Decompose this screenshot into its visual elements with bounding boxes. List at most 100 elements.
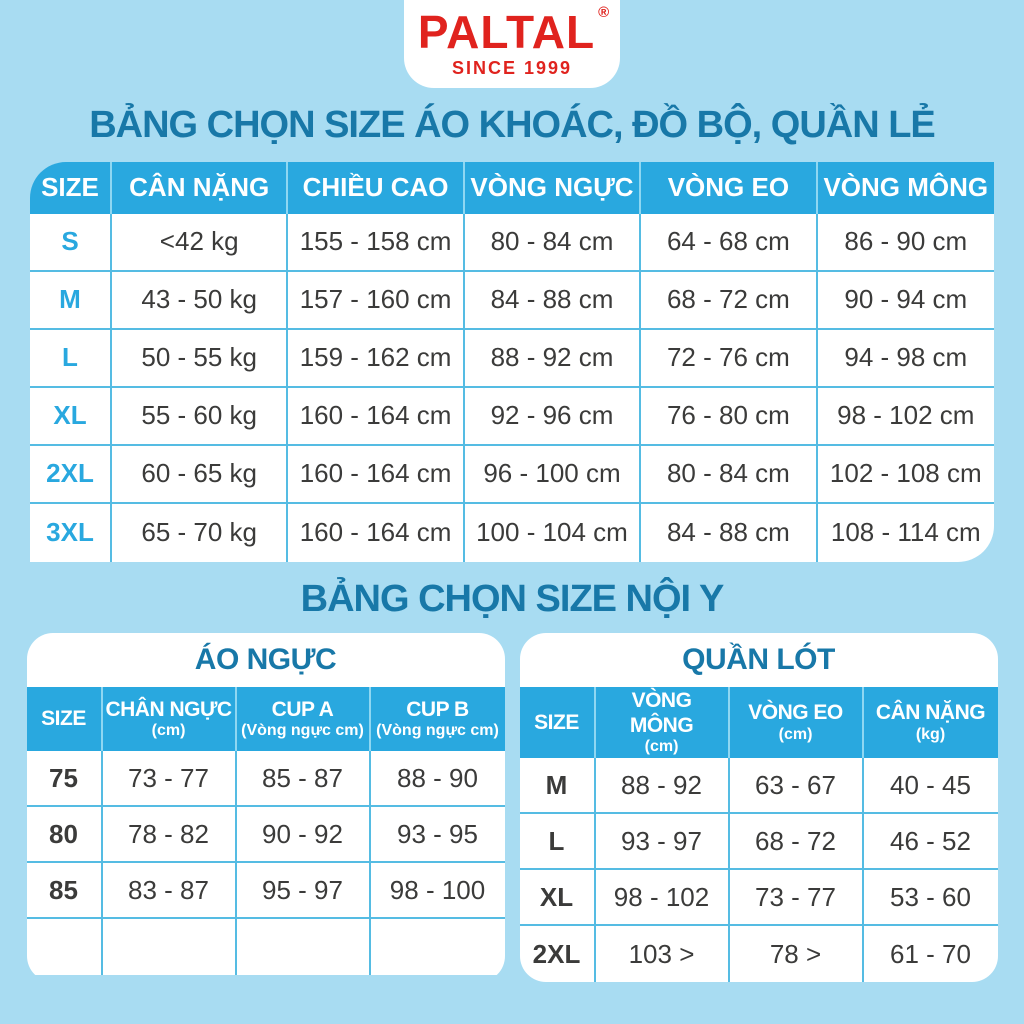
band-cell: 83 - 87	[102, 863, 237, 920]
col-header-weight: CÂN NẶNG (kg)	[863, 687, 998, 759]
band-cell: 73 - 77	[102, 751, 237, 808]
col-header-height: CHIỀU CAO	[288, 161, 465, 214]
weight-cell: 50 - 55 kg	[112, 329, 289, 388]
waist-cell: 63 - 67	[729, 758, 864, 815]
table-row: 2XL 60 - 65 kg 160 - 164 cm 96 - 100 cm …	[30, 445, 994, 504]
hip-cell: 88 - 92	[595, 758, 730, 815]
panty-size-table: QUẦN LÓT SIZE VÒNG MÔNG (cm)	[519, 633, 998, 983]
size-cell: S	[30, 213, 112, 272]
table-row: XL 98 - 102 73 - 77 53 - 60	[519, 870, 998, 927]
table-row: M 43 - 50 kg 157 - 160 cm 84 - 88 cm 68 …	[30, 271, 994, 330]
bust-cell: 84 - 88 cm	[464, 271, 642, 330]
cup-b-cell: 98 - 100	[370, 863, 505, 920]
header-sublabel: (cm)	[151, 722, 186, 740]
band-cell: 78 - 82	[102, 807, 237, 864]
paltal-logo: PALTAL ® SINCE 1999	[404, 0, 620, 88]
hip-cell: 98 - 102 cm	[817, 387, 994, 446]
hip-cell: 103 >	[595, 926, 730, 983]
bust-cell: 80 - 84 cm	[464, 213, 642, 272]
brand-tagline: SINCE 1999	[451, 58, 573, 78]
header-label: SIZE	[534, 710, 579, 734]
bust-cell: 88 - 92 cm	[464, 329, 642, 388]
size-cell: 3XL	[30, 503, 112, 562]
col-header-hip: VÒNG MÔNG (cm)	[595, 687, 730, 759]
cup-a-cell	[236, 919, 371, 976]
header-row: SIZE CHÂN NGỰC (cm) CUP A (Vòng ngực cm)	[26, 687, 505, 752]
cup-a-cell: 95 - 97	[236, 863, 371, 920]
outerwear-section-title: BẢNG CHỌN SIZE ÁO KHOÁC, ĐỒ BỘ, QUẦN LẺ	[89, 104, 936, 146]
cup-b-cell: 93 - 95	[370, 807, 505, 864]
weight-cell: 61 - 70	[863, 926, 998, 983]
col-header-cup-a: CUP A (Vòng ngực cm)	[236, 687, 371, 752]
height-cell: 160 - 164 cm	[288, 445, 465, 504]
col-header-cup-b: CUP B (Vòng ngực cm)	[370, 687, 505, 752]
weight-cell: 55 - 60 kg	[112, 387, 289, 446]
size-cell: XL	[519, 870, 596, 927]
col-header-waist: VÒNG EO (cm)	[729, 687, 864, 759]
height-cell: 157 - 160 cm	[288, 271, 465, 330]
header-label: VÒNG MÔNG	[629, 689, 694, 737]
waist-cell: 80 - 84 cm	[641, 445, 818, 504]
hip-cell: 86 - 90 cm	[817, 213, 994, 272]
waist-cell: 64 - 68 cm	[641, 213, 818, 272]
panty-table: SIZE VÒNG MÔNG (cm) VÒNG EO (cm) CÂN	[519, 687, 998, 983]
header-sublabel: (kg)	[915, 725, 946, 743]
size-cell	[26, 919, 103, 976]
hip-cell: 108 - 114 cm	[817, 503, 994, 562]
weight-cell: 40 - 45	[863, 758, 998, 815]
header-sublabel: (cm)	[778, 725, 813, 743]
table-row: 3XL 65 - 70 kg 160 - 164 cm 100 - 104 cm…	[30, 503, 994, 562]
weight-cell: 53 - 60	[863, 870, 998, 927]
header-sublabel: (cm)	[644, 737, 679, 755]
weight-cell: 43 - 50 kg	[112, 271, 289, 330]
col-header-weight: CÂN NẶNG	[112, 161, 289, 214]
hip-cell: 93 - 97	[595, 814, 730, 871]
size-chart-infographic: PALTAL ® SINCE 1999 BẢNG CHỌN SIZE ÁO KH…	[26, 0, 998, 983]
header-sublabel: (Vòng ngực cm)	[241, 722, 364, 740]
col-header-size: SIZE	[26, 687, 103, 752]
table-row: 75 73 - 77 85 - 87 88 - 90	[26, 751, 505, 808]
waist-cell: 78 >	[729, 926, 864, 983]
size-cell: 80	[26, 807, 103, 864]
cup-a-cell: 85 - 87	[236, 751, 371, 808]
table-row	[26, 919, 505, 976]
table-row: 80 78 - 82 90 - 92 93 - 95	[26, 807, 505, 864]
bra-size-table: ÁO NGỰC SIZE CHÂN NGỰC (cm)	[26, 633, 505, 982]
header-sublabel: (Vòng ngực cm)	[376, 722, 499, 740]
col-header-size: SIZE	[30, 161, 112, 214]
header-label: SIZE	[41, 707, 86, 731]
hip-cell: 102 - 108 cm	[817, 445, 994, 504]
waist-cell: 68 - 72	[729, 814, 864, 871]
bra-table-title: ÁO NGỰC	[26, 633, 505, 688]
col-header-size: SIZE	[519, 687, 596, 759]
weight-cell: 60 - 65 kg	[112, 445, 289, 504]
size-cell: M	[30, 271, 112, 330]
col-header-bust: VÒNG NGỰC	[464, 161, 642, 214]
header-label: VÒNG EO	[748, 701, 843, 725]
table-row: M 88 - 92 63 - 67 40 - 45	[519, 758, 998, 815]
height-cell: 160 - 164 cm	[288, 503, 465, 562]
col-header-hip: VÒNG MÔNG	[817, 161, 994, 214]
hip-cell: 94 - 98 cm	[817, 329, 994, 388]
cup-a-cell: 90 - 92	[236, 807, 371, 864]
table-row: 85 83 - 87 95 - 97 98 - 100	[26, 863, 505, 920]
size-cell: 85	[26, 863, 103, 920]
band-cell	[102, 919, 237, 976]
size-cell: L	[519, 814, 596, 871]
waist-cell: 76 - 80 cm	[641, 387, 818, 446]
size-cell: 75	[26, 751, 103, 808]
brand-line: PALTAL ®	[417, 5, 609, 58]
bust-cell: 96 - 100 cm	[464, 445, 642, 504]
waist-cell: 68 - 72 cm	[641, 271, 818, 330]
cup-b-cell: 88 - 90	[370, 751, 505, 808]
size-cell: M	[519, 758, 596, 815]
size-cell: L	[30, 329, 112, 388]
height-cell: 159 - 162 cm	[288, 329, 465, 388]
size-cell: 2XL	[30, 445, 112, 504]
table-row: XL 55 - 60 kg 160 - 164 cm 92 - 96 cm 76…	[30, 387, 994, 446]
hip-cell: 90 - 94 cm	[817, 271, 994, 330]
table-row: L 93 - 97 68 - 72 46 - 52	[519, 814, 998, 871]
brand-name: PALTAL	[417, 6, 596, 58]
header-label: CUP B	[406, 698, 469, 722]
header-label: CHÂN NGỰC	[105, 698, 232, 722]
